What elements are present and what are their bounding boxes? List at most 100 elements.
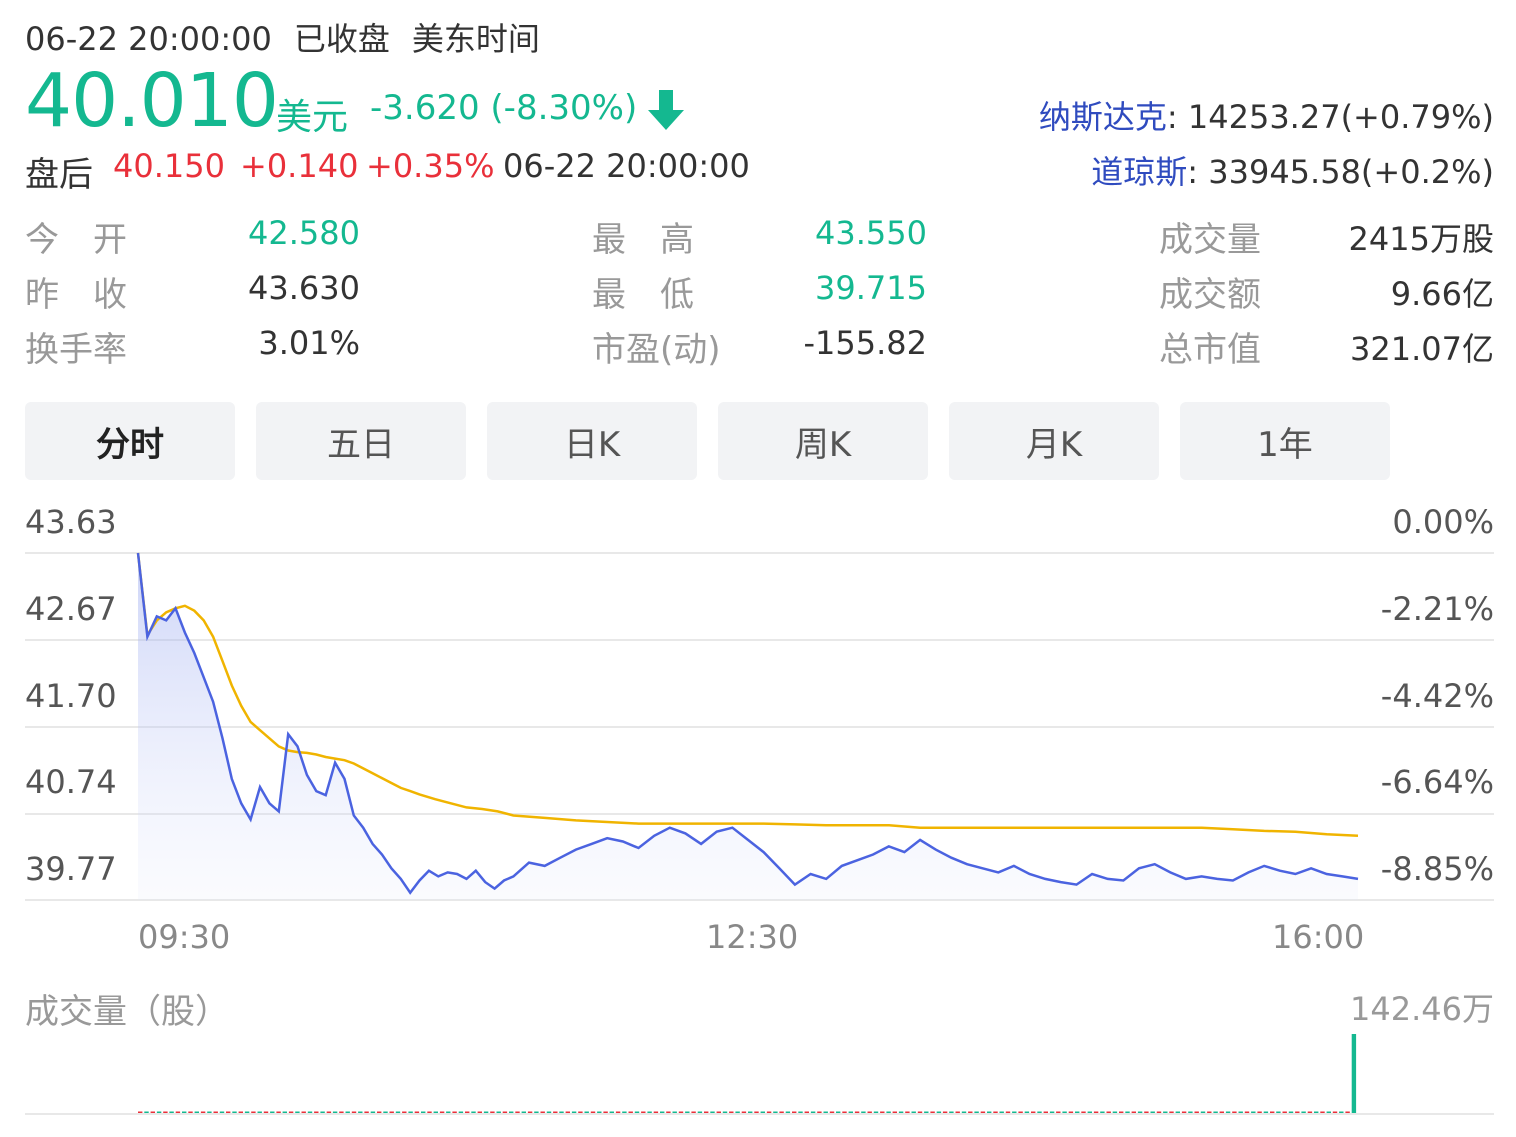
volume-bar [1175, 1111, 1180, 1113]
volume-bar [175, 1111, 181, 1113]
volume-bar [1037, 1111, 1042, 1113]
tab-monthly-k[interactable]: 月K [949, 402, 1159, 480]
volume-bar [288, 1111, 294, 1113]
volume-bar [471, 1111, 476, 1113]
volume-bar [565, 1111, 570, 1113]
volume-bar [1213, 1111, 1218, 1113]
volume-bar [854, 1111, 860, 1113]
index-nasdaq[interactable]: 纳斯达克: 14253.27(+0.79%) [1039, 92, 1494, 138]
volume-title: 成交量（股） [25, 992, 229, 1032]
time-tick: 16:00 [1272, 918, 1365, 956]
volume-bar [1276, 1111, 1281, 1113]
price-tick: 41.70 [25, 677, 117, 715]
volume-bar [1081, 1111, 1086, 1113]
open-label: 今 开 [25, 220, 127, 260]
volume-bar [427, 1111, 432, 1113]
tab-one-year[interactable]: 1年 [1180, 402, 1390, 480]
volume-bar [842, 1111, 847, 1113]
after-hours-label: 盘后 [25, 155, 93, 195]
volume-bar [1282, 1111, 1287, 1113]
volume-bar [257, 1111, 262, 1113]
volume-bar [546, 1111, 552, 1113]
volume-bar [1049, 1111, 1055, 1113]
volume-bar [395, 1111, 401, 1113]
volume-bar [798, 1111, 803, 1113]
volume-bar [421, 1111, 426, 1113]
volume-bar [358, 1111, 363, 1113]
volume-bar [1163, 1111, 1168, 1113]
volume-bar [307, 1111, 313, 1113]
volume-bar [779, 1111, 784, 1113]
volume-bar [685, 1111, 690, 1113]
volume-bar [232, 1111, 237, 1113]
volume-bar [301, 1111, 306, 1113]
volume-bar [163, 1111, 168, 1113]
volume-bar [817, 1111, 822, 1113]
volume-bar [741, 1111, 747, 1113]
volume-bar [615, 1111, 621, 1113]
volume-bar [704, 1111, 709, 1113]
price-change: -3.620 (-8.30%) [370, 88, 638, 128]
market-cap-label: 总市值 [1159, 330, 1261, 370]
prev-close-value: 43.630 [248, 269, 360, 307]
turnover-value: 3.01% [258, 324, 360, 362]
tab-intraday[interactable]: 分时 [25, 402, 235, 480]
currency-unit: 美元 [276, 97, 349, 138]
volume-bar [433, 1111, 438, 1113]
volume-bar [1068, 1111, 1074, 1113]
quote-datetime: 06-22 20:00:00 [25, 20, 272, 58]
volume-bar [628, 1111, 633, 1113]
pe-label: 市盈(动) [592, 330, 721, 370]
tab-weekly-k[interactable]: 周K [718, 402, 928, 480]
index-value: : 33945.58(+0.2%) [1187, 153, 1494, 191]
volume-bar [553, 1111, 558, 1113]
price-tick: 42.67 [25, 590, 117, 628]
volume-bar [1288, 1111, 1294, 1113]
market-status: 已收盘 [293, 20, 390, 58]
volume-bar [370, 1111, 376, 1113]
volume-bar [1188, 1111, 1193, 1113]
index-dow[interactable]: 道琼斯: 33945.58(+0.2%) [1091, 147, 1494, 193]
volume-bar [873, 1111, 879, 1113]
tab-five-day[interactable]: 五日 [256, 402, 466, 480]
volume-bar [1018, 1111, 1023, 1113]
volume-bar [1156, 1111, 1162, 1113]
volume-bar [987, 1111, 992, 1113]
after-hours-percent: +0.35% [366, 147, 495, 185]
arrow-down-icon [646, 88, 686, 136]
volume-bar [213, 1111, 218, 1113]
volume-bar [1093, 1111, 1099, 1113]
volume-bar [1307, 1111, 1313, 1113]
volume-bar [1112, 1111, 1118, 1113]
volume-bar [138, 1111, 143, 1113]
volume-bar [1125, 1111, 1130, 1113]
amount-value: 9.66亿 [1390, 275, 1494, 313]
volume-bar [1314, 1111, 1319, 1113]
price-tick: 40.74 [25, 763, 117, 801]
volume-bar [880, 1111, 885, 1113]
volume-bar [169, 1111, 174, 1113]
volume-bar [521, 1111, 526, 1113]
volume-bar [968, 1111, 973, 1113]
volume-bar [226, 1111, 231, 1113]
volume-bar [314, 1111, 319, 1113]
volume-bar [961, 1111, 967, 1113]
volume-bar [534, 1111, 539, 1113]
volume-bar [1295, 1111, 1300, 1113]
volume-bar [345, 1111, 350, 1113]
volume-label: 成交量 [1159, 220, 1261, 260]
volume-bar [697, 1111, 703, 1113]
volume-bar [1238, 1111, 1243, 1113]
volume-bar [710, 1111, 715, 1113]
volume-bars [138, 1034, 1357, 1113]
volume-bar [1043, 1111, 1048, 1113]
volume-bar [515, 1111, 520, 1113]
volume-bar [477, 1111, 482, 1113]
volume-bar [1087, 1111, 1092, 1113]
volume-bar [905, 1111, 910, 1113]
volume-bar [465, 1111, 470, 1113]
pct-tick: -4.42% [1380, 677, 1494, 715]
tab-daily-k[interactable]: 日K [487, 402, 697, 480]
volume-bar [1301, 1111, 1306, 1113]
